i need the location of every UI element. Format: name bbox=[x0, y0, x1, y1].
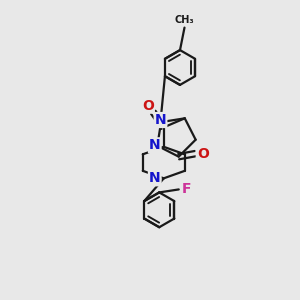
Text: N: N bbox=[149, 138, 161, 152]
Text: F: F bbox=[182, 182, 191, 197]
Text: CH₃: CH₃ bbox=[175, 15, 194, 25]
Text: N: N bbox=[149, 171, 161, 185]
Text: O: O bbox=[142, 99, 154, 113]
Text: N: N bbox=[155, 113, 166, 127]
Text: O: O bbox=[197, 147, 208, 160]
